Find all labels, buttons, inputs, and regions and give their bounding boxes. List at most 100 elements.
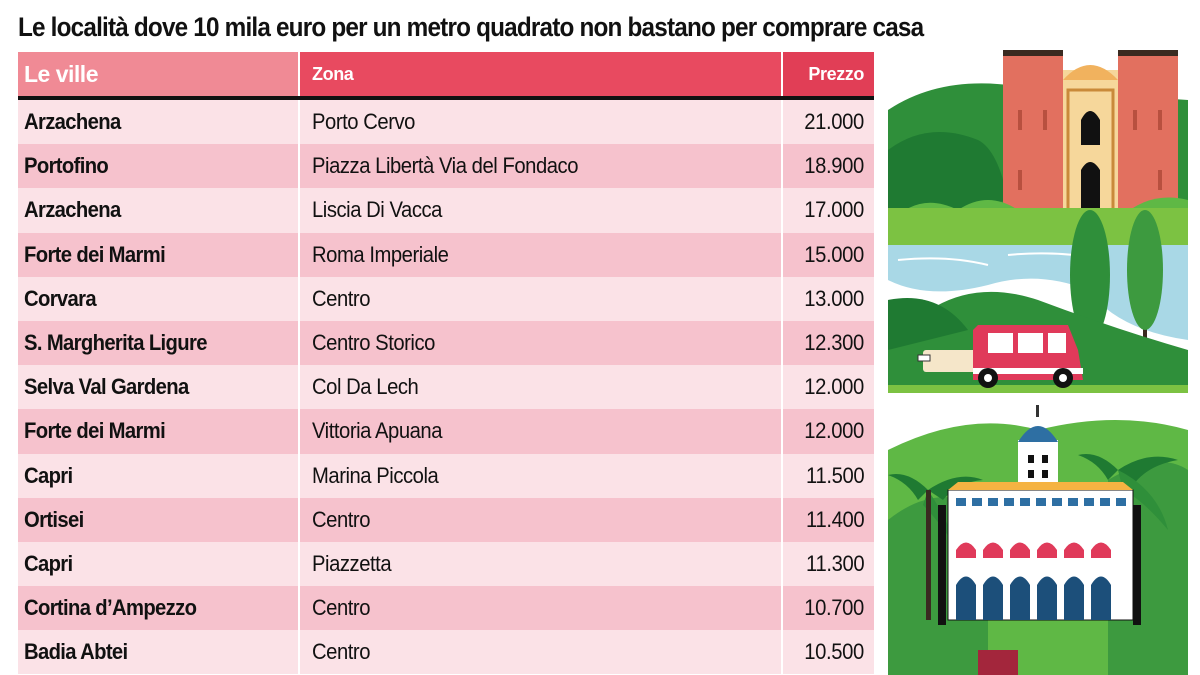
- table-row: Cortina d’Ampezzo Centro 10.700: [18, 586, 874, 631]
- header-ville: Le ville: [18, 52, 298, 96]
- cell-villa: Capri: [18, 454, 298, 498]
- cell-prezzo-text: 11.500: [805, 462, 865, 488]
- cell-zona-text: Vittoria Apuana: [312, 418, 443, 444]
- cell-villa: Portofino: [18, 144, 298, 188]
- cell-villa: Forte dei Marmi: [18, 233, 298, 277]
- cell-zona: Centro: [298, 276, 781, 321]
- illustration: [888, 50, 1188, 675]
- castle-icon: [1003, 50, 1178, 212]
- table-row: Capri Piazzetta 11.300: [18, 541, 874, 587]
- cell-prezzo-text: 11.300: [805, 550, 865, 576]
- cell-prezzo-text: 15.000: [804, 241, 864, 267]
- table-row: Portofino Piazza Libertà Via del Fondaco 1…: [18, 144, 874, 189]
- cell-prezzo: 15.000: [781, 232, 874, 277]
- header-zona: Zona: [298, 52, 781, 96]
- table-header: Le ville Zona Prezzo: [18, 52, 874, 100]
- cell-zona-text: Centro: [312, 285, 371, 311]
- cell-villa-text: Forte dei Marmi: [24, 241, 166, 267]
- cell-villa: Cortina d’Ampezzo: [18, 586, 298, 630]
- cell-prezzo-text: 17.000: [804, 197, 864, 223]
- price-table: Le ville Zona Prezzo Arzachena Porto Cerv…: [18, 52, 874, 675]
- table-body: Arzachena Porto Cervo 21.000 Portofino Piazz…: [18, 100, 874, 675]
- car-icon: [917, 325, 1083, 388]
- cell-prezzo-text: 12.300: [804, 330, 864, 356]
- cell-prezzo: 11.400: [781, 497, 874, 542]
- cell-villa: Ortisei: [18, 498, 298, 542]
- cell-villa: Forte dei Marmi: [18, 409, 298, 453]
- table-row: Corvara Centro 13.000: [18, 276, 874, 321]
- cell-zona: Col Da Lech: [298, 365, 781, 410]
- cell-zona-text: Porto Cervo: [312, 109, 415, 135]
- villa-building-icon: [938, 405, 1141, 625]
- cell-villa-text: Capri: [24, 550, 73, 576]
- cell-prezzo: 12.000: [781, 409, 874, 454]
- cell-villa-text: Arzachena: [24, 197, 121, 223]
- cell-prezzo: 17.000: [781, 188, 874, 233]
- table-row: Capri Marina Piccola 11.500: [18, 453, 874, 498]
- cell-prezzo: 10.500: [781, 630, 874, 675]
- cell-prezzo-text: 12.000: [804, 418, 864, 444]
- table-row: Ortisei Centro 11.400: [18, 497, 874, 542]
- cell-zona-text: Liscia Di Vacca: [312, 197, 442, 223]
- cell-villa: Badia Abtei: [18, 630, 298, 674]
- cell-zona: Centro: [298, 586, 781, 631]
- cell-prezzo-text: 12.000: [804, 374, 864, 400]
- cell-villa-text: Portofino: [24, 153, 109, 179]
- cell-prezzo: 21.000: [781, 100, 874, 145]
- cell-villa-text: Ortisei: [24, 506, 84, 532]
- cell-prezzo-text: 18.900: [804, 153, 864, 179]
- cell-zona: Centro: [298, 497, 781, 542]
- cell-villa: Arzachena: [18, 100, 298, 144]
- cell-prezzo-text: 10.700: [804, 595, 864, 621]
- cell-zona-text: Marina Piccola: [312, 462, 439, 488]
- cell-zona-text: Centro: [312, 506, 371, 532]
- cell-villa: Arzachena: [18, 188, 298, 232]
- cell-prezzo: 12.000: [781, 365, 874, 410]
- cell-zona: Marina Piccola: [298, 453, 781, 498]
- cell-villa-text: Capri: [24, 462, 73, 488]
- cell-zona: Centro Storico: [298, 320, 781, 366]
- cell-villa-text: Badia Abtei: [24, 639, 128, 665]
- cell-prezzo: 12.300: [781, 320, 874, 366]
- table-row: Selva Val Gardena Col Da Lech 12.000: [18, 365, 874, 410]
- cell-villa: Corvara: [18, 277, 298, 321]
- cell-prezzo: 13.000: [781, 276, 874, 321]
- cell-zona: Porto Cervo: [298, 100, 781, 145]
- cell-prezzo-text: 21.000: [804, 109, 864, 135]
- cell-prezzo: 11.300: [781, 541, 874, 587]
- cell-villa: S. Margherita Ligure: [18, 321, 298, 365]
- table-row: Forte dei Marmi Vittoria Apuana 12.000: [18, 409, 874, 454]
- cell-prezzo-text: 11.400: [805, 506, 865, 532]
- cell-villa-text: Cortina d’Ampezzo: [24, 595, 197, 621]
- cell-villa-text: S. Margherita Ligure: [24, 330, 207, 356]
- header-prezzo: Prezzo: [781, 52, 874, 96]
- cell-zona-text: Piazzetta: [312, 550, 392, 576]
- cell-prezzo: 11.500: [781, 453, 874, 498]
- page-title: Le località dove 10 mila euro per un met…: [18, 12, 924, 42]
- cell-prezzo-text: 13.000: [804, 285, 864, 311]
- cell-villa-text: Forte dei Marmi: [24, 418, 166, 444]
- cell-zona: Vittoria Apuana: [298, 409, 781, 454]
- cell-prezzo: 18.900: [781, 144, 874, 189]
- table-row: Forte dei Marmi Roma Imperiale 15.000: [18, 232, 874, 277]
- cell-villa-text: Selva Val Gardena: [24, 374, 189, 400]
- table-row: Badia Abtei Centro 10.500: [18, 630, 874, 675]
- cell-zona: Centro: [298, 630, 781, 675]
- cell-zona: Roma Imperiale: [298, 232, 781, 277]
- cell-zona-text: Centro: [312, 595, 371, 621]
- cell-zona: Liscia Di Vacca: [298, 188, 781, 233]
- cell-villa-text: Arzachena: [24, 109, 121, 135]
- cell-villa: Capri: [18, 542, 298, 586]
- cell-zona-text: Col Da Lech: [312, 374, 419, 400]
- cell-zona: Piazza Libertà Via del Fondaco: [298, 144, 781, 189]
- table-row: Arzachena Liscia Di Vacca 17.000: [18, 188, 874, 233]
- cell-zona-text: Roma Imperiale: [312, 241, 449, 267]
- cell-villa: Selva Val Gardena: [18, 365, 298, 409]
- cypress-trees-icon: [1070, 210, 1163, 340]
- table-row: Arzachena Porto Cervo 21.000: [18, 100, 874, 145]
- cell-zona-text: Centro Storico: [312, 330, 435, 356]
- cell-zona-text: Piazza Libertà Via del Fondaco: [312, 153, 578, 179]
- cell-villa-text: Corvara: [24, 285, 97, 311]
- cell-zona-text: Centro: [312, 639, 371, 665]
- cell-prezzo: 10.700: [781, 586, 874, 631]
